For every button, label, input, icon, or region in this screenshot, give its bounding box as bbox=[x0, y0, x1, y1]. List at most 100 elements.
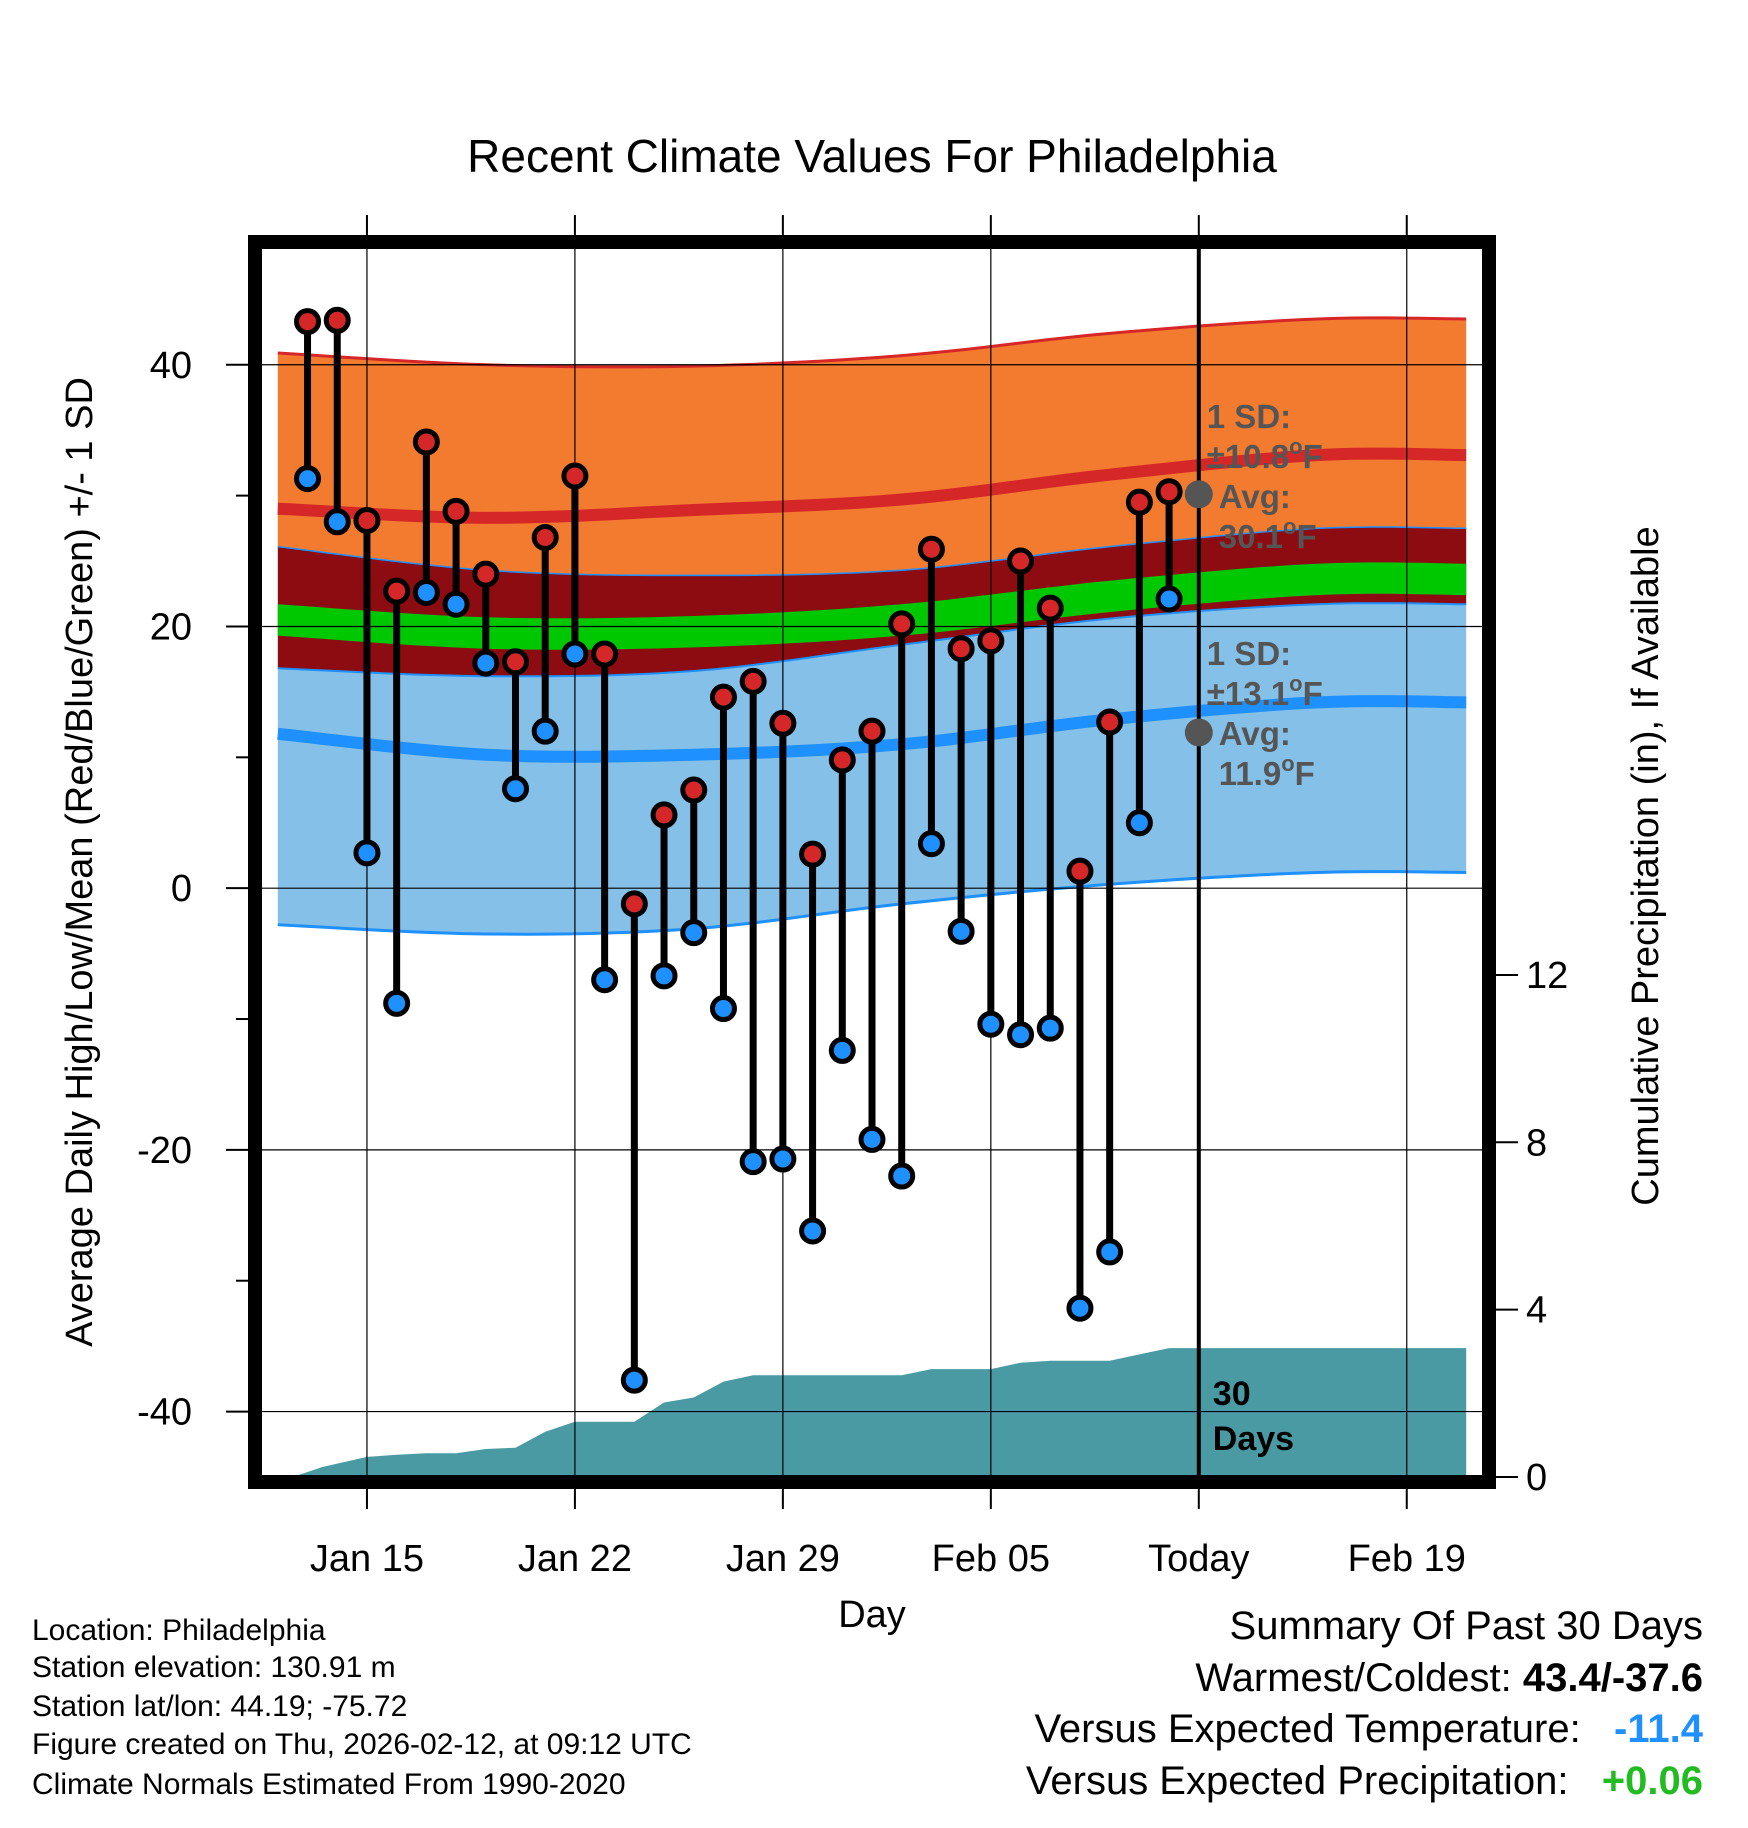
daily-high-point bbox=[323, 306, 351, 334]
daily-low-point bbox=[1066, 1294, 1094, 1322]
daily-low-point bbox=[323, 508, 351, 536]
daily-high-point bbox=[1007, 547, 1035, 575]
daily-low-point bbox=[620, 1366, 648, 1394]
info-location: Location: Philadelphia bbox=[32, 1614, 326, 1647]
daily-high-point bbox=[977, 627, 1005, 655]
low-sd-title-part: 1 SD: bbox=[1207, 635, 1291, 672]
y2-tick-label: 8 bbox=[1526, 1122, 1547, 1164]
daily-high-point bbox=[531, 523, 559, 551]
daily-low-point bbox=[591, 966, 619, 994]
daily-low-point bbox=[977, 1010, 1005, 1038]
daily-high-point bbox=[353, 506, 381, 534]
low-avg-value-part: 11.9 bbox=[1219, 755, 1281, 792]
daily-high-point bbox=[1036, 594, 1064, 622]
info-elevation: Station elevation: 130.91 m bbox=[32, 1651, 396, 1684]
daily-low-point bbox=[472, 649, 500, 677]
daily-high-point bbox=[442, 497, 470, 525]
days-label-line2: Days bbox=[1213, 1420, 1294, 1458]
y-tick-label: 0 bbox=[171, 868, 192, 910]
high-avg-line bbox=[277, 447, 1467, 524]
daily-high-point bbox=[947, 635, 975, 663]
high-avg-value-part: 30.1 bbox=[1219, 518, 1283, 555]
high-avg-value-part: F bbox=[1296, 518, 1316, 555]
x-tick-label: Feb 05 bbox=[932, 1538, 1050, 1580]
x-tick-label: Feb 19 bbox=[1348, 1538, 1466, 1580]
daily-high-point bbox=[294, 308, 322, 336]
daily-high-point bbox=[561, 462, 589, 490]
days-label-line1: 30 bbox=[1213, 1375, 1251, 1413]
daily-range-stems bbox=[304, 320, 1173, 1381]
low-avg-title: Avg: bbox=[1219, 715, 1291, 752]
y2-tick-label: 0 bbox=[1526, 1457, 1547, 1499]
summary-heading: Summary Of Past 30 Days bbox=[1229, 1604, 1703, 1648]
daily-low-point bbox=[709, 995, 737, 1023]
daily-low-point bbox=[650, 962, 678, 990]
y-tick-label: 40 bbox=[150, 345, 192, 387]
daily-high-point bbox=[799, 840, 827, 868]
info-normals: Climate Normals Estimated From 1990-2020 bbox=[32, 1768, 626, 1801]
low-sd-title: 1 SD: bbox=[1207, 635, 1291, 672]
y-tick-label: -40 bbox=[137, 1392, 192, 1434]
daily-high-point bbox=[769, 709, 797, 737]
daily-high-point bbox=[412, 428, 440, 456]
chart-title: Recent Climate Values For Philadelphia bbox=[467, 130, 1277, 182]
daily-high-point bbox=[739, 667, 767, 695]
low-avg-value-part: F bbox=[1295, 755, 1315, 792]
daily-high-point bbox=[591, 640, 619, 668]
summary-temp: Versus Expected Temperature: -11.4 bbox=[1034, 1707, 1703, 1752]
x-tick-label: Today bbox=[1148, 1538, 1249, 1580]
daily-low-point bbox=[1007, 1021, 1035, 1049]
daily-high-point bbox=[620, 890, 648, 918]
daily-high-point bbox=[888, 610, 916, 638]
daily-low-point bbox=[739, 1148, 767, 1176]
x-axis-label: Day bbox=[838, 1594, 906, 1636]
daily-low-point bbox=[501, 775, 529, 803]
daily-points bbox=[294, 306, 1183, 1394]
daily-low-point bbox=[680, 919, 708, 947]
daily-high-point bbox=[917, 535, 945, 563]
summary-warm-cold-label: Warmest/Coldest: bbox=[1195, 1656, 1512, 1700]
x-tick-label: Jan 29 bbox=[726, 1538, 840, 1580]
high-sd-title-part: 1 SD: bbox=[1207, 398, 1291, 435]
low-sd-value-part: o bbox=[1289, 671, 1302, 696]
summary-temp-label: Versus Expected Temperature: bbox=[1034, 1707, 1581, 1751]
plot-frame bbox=[248, 235, 1496, 1489]
summary-warm-cold-value: 43.4/-37.6 bbox=[1522, 1656, 1703, 1700]
low-avg-title-part: Avg: bbox=[1219, 715, 1291, 752]
daily-low-point bbox=[1096, 1238, 1124, 1266]
x-tick-label: Jan 15 bbox=[310, 1538, 424, 1580]
high-avg-marker bbox=[1184, 480, 1213, 509]
y-tick-label: -20 bbox=[137, 1130, 192, 1172]
daily-low-point bbox=[947, 917, 975, 945]
daily-low-point bbox=[294, 465, 322, 493]
low-avg-value-part: o bbox=[1281, 751, 1294, 776]
low-avg-value: 11.9oF bbox=[1219, 751, 1315, 792]
low-avg-marker bbox=[1184, 718, 1213, 747]
daily-low-point bbox=[1155, 585, 1183, 613]
high-avg-value: 30.1oF bbox=[1219, 514, 1317, 555]
summary-precip-value: +0.06 bbox=[1601, 1759, 1703, 1803]
low-sd-value-part: F bbox=[1303, 675, 1323, 712]
daily-low-point bbox=[1036, 1014, 1064, 1042]
high-sd-value: ±10.8oF bbox=[1207, 434, 1323, 475]
daily-high-point bbox=[709, 683, 737, 711]
x-tick-label: Jan 22 bbox=[518, 1538, 632, 1580]
daily-high-point bbox=[828, 746, 856, 774]
summary-warm-cold: Warmest/Coldest: 43.4/-37.6 bbox=[1195, 1656, 1703, 1701]
daily-low-point bbox=[561, 640, 589, 668]
daily-low-point bbox=[799, 1217, 827, 1245]
y-axis-label: Average Daily High/Low/Mean (Red/Blue/Gr… bbox=[59, 377, 101, 1347]
y2-axis-label: Cumulative Precipitation (in), If Availa… bbox=[1625, 526, 1667, 1205]
daily-low-point bbox=[442, 590, 470, 618]
low-sd-value-part: ±13.1 bbox=[1207, 675, 1289, 712]
high-sd-value-part: F bbox=[1303, 438, 1323, 475]
summary-temp-value: -11.4 bbox=[1614, 1707, 1703, 1751]
high-sd-value-part: ±10.8 bbox=[1207, 438, 1289, 475]
summary-precip: Versus Expected Precipitation: +0.06 bbox=[1026, 1759, 1703, 1804]
daily-high-point bbox=[1066, 857, 1094, 885]
axes bbox=[226, 215, 1518, 1509]
daily-low-point bbox=[531, 717, 559, 745]
daily-low-point bbox=[888, 1162, 916, 1190]
